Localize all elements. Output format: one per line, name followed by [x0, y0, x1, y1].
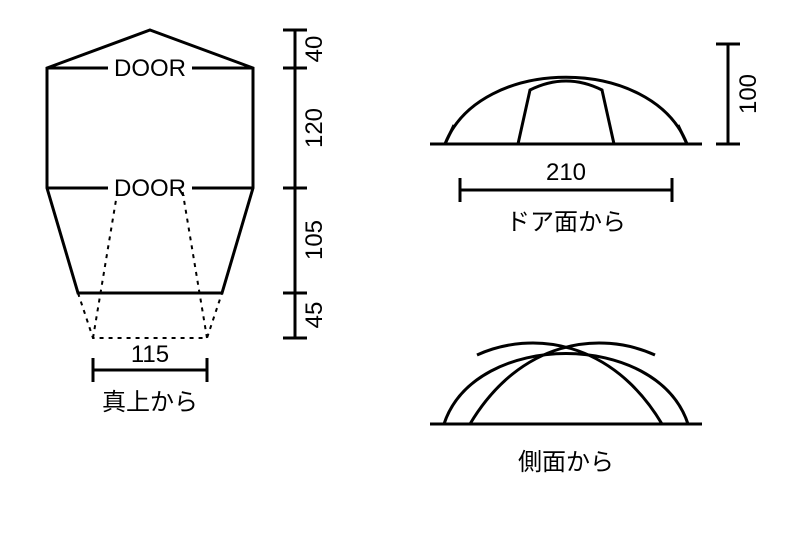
front-dome-outer	[445, 77, 687, 144]
top-view-width-dim: 115	[93, 341, 207, 382]
vestibule-dash-left	[93, 188, 118, 338]
dim-115: 115	[131, 341, 169, 368]
front-height-dim: 100	[716, 44, 762, 144]
dim-105: 105	[301, 220, 328, 260]
side-pole-2	[477, 343, 662, 424]
dim-210: 210	[546, 159, 586, 186]
top-view-caption: 真上から	[102, 389, 198, 416]
dim-45: 45	[301, 302, 328, 329]
dim-120: 120	[301, 108, 328, 148]
door-mid-label: DOOR	[114, 175, 186, 202]
side-pole-1	[470, 343, 655, 424]
side-view: 側面から	[430, 343, 702, 476]
side-caption: 側面から	[518, 449, 614, 476]
vestibule-dash-right	[182, 188, 207, 338]
dim-40: 40	[301, 36, 328, 63]
front-caption: ドア面から	[506, 209, 626, 236]
front-door	[518, 81, 614, 144]
top-view: DOOR DOOR 40 120 105 45	[47, 30, 328, 416]
front-view: 100 210 ドア面から	[430, 44, 762, 236]
front-width-dim: 210	[460, 159, 672, 202]
top-view-height-dims: 40 120 105 45	[283, 30, 328, 338]
dim-100: 100	[735, 74, 762, 114]
side-dome	[444, 354, 688, 425]
door-top-label: DOOR	[114, 55, 186, 82]
